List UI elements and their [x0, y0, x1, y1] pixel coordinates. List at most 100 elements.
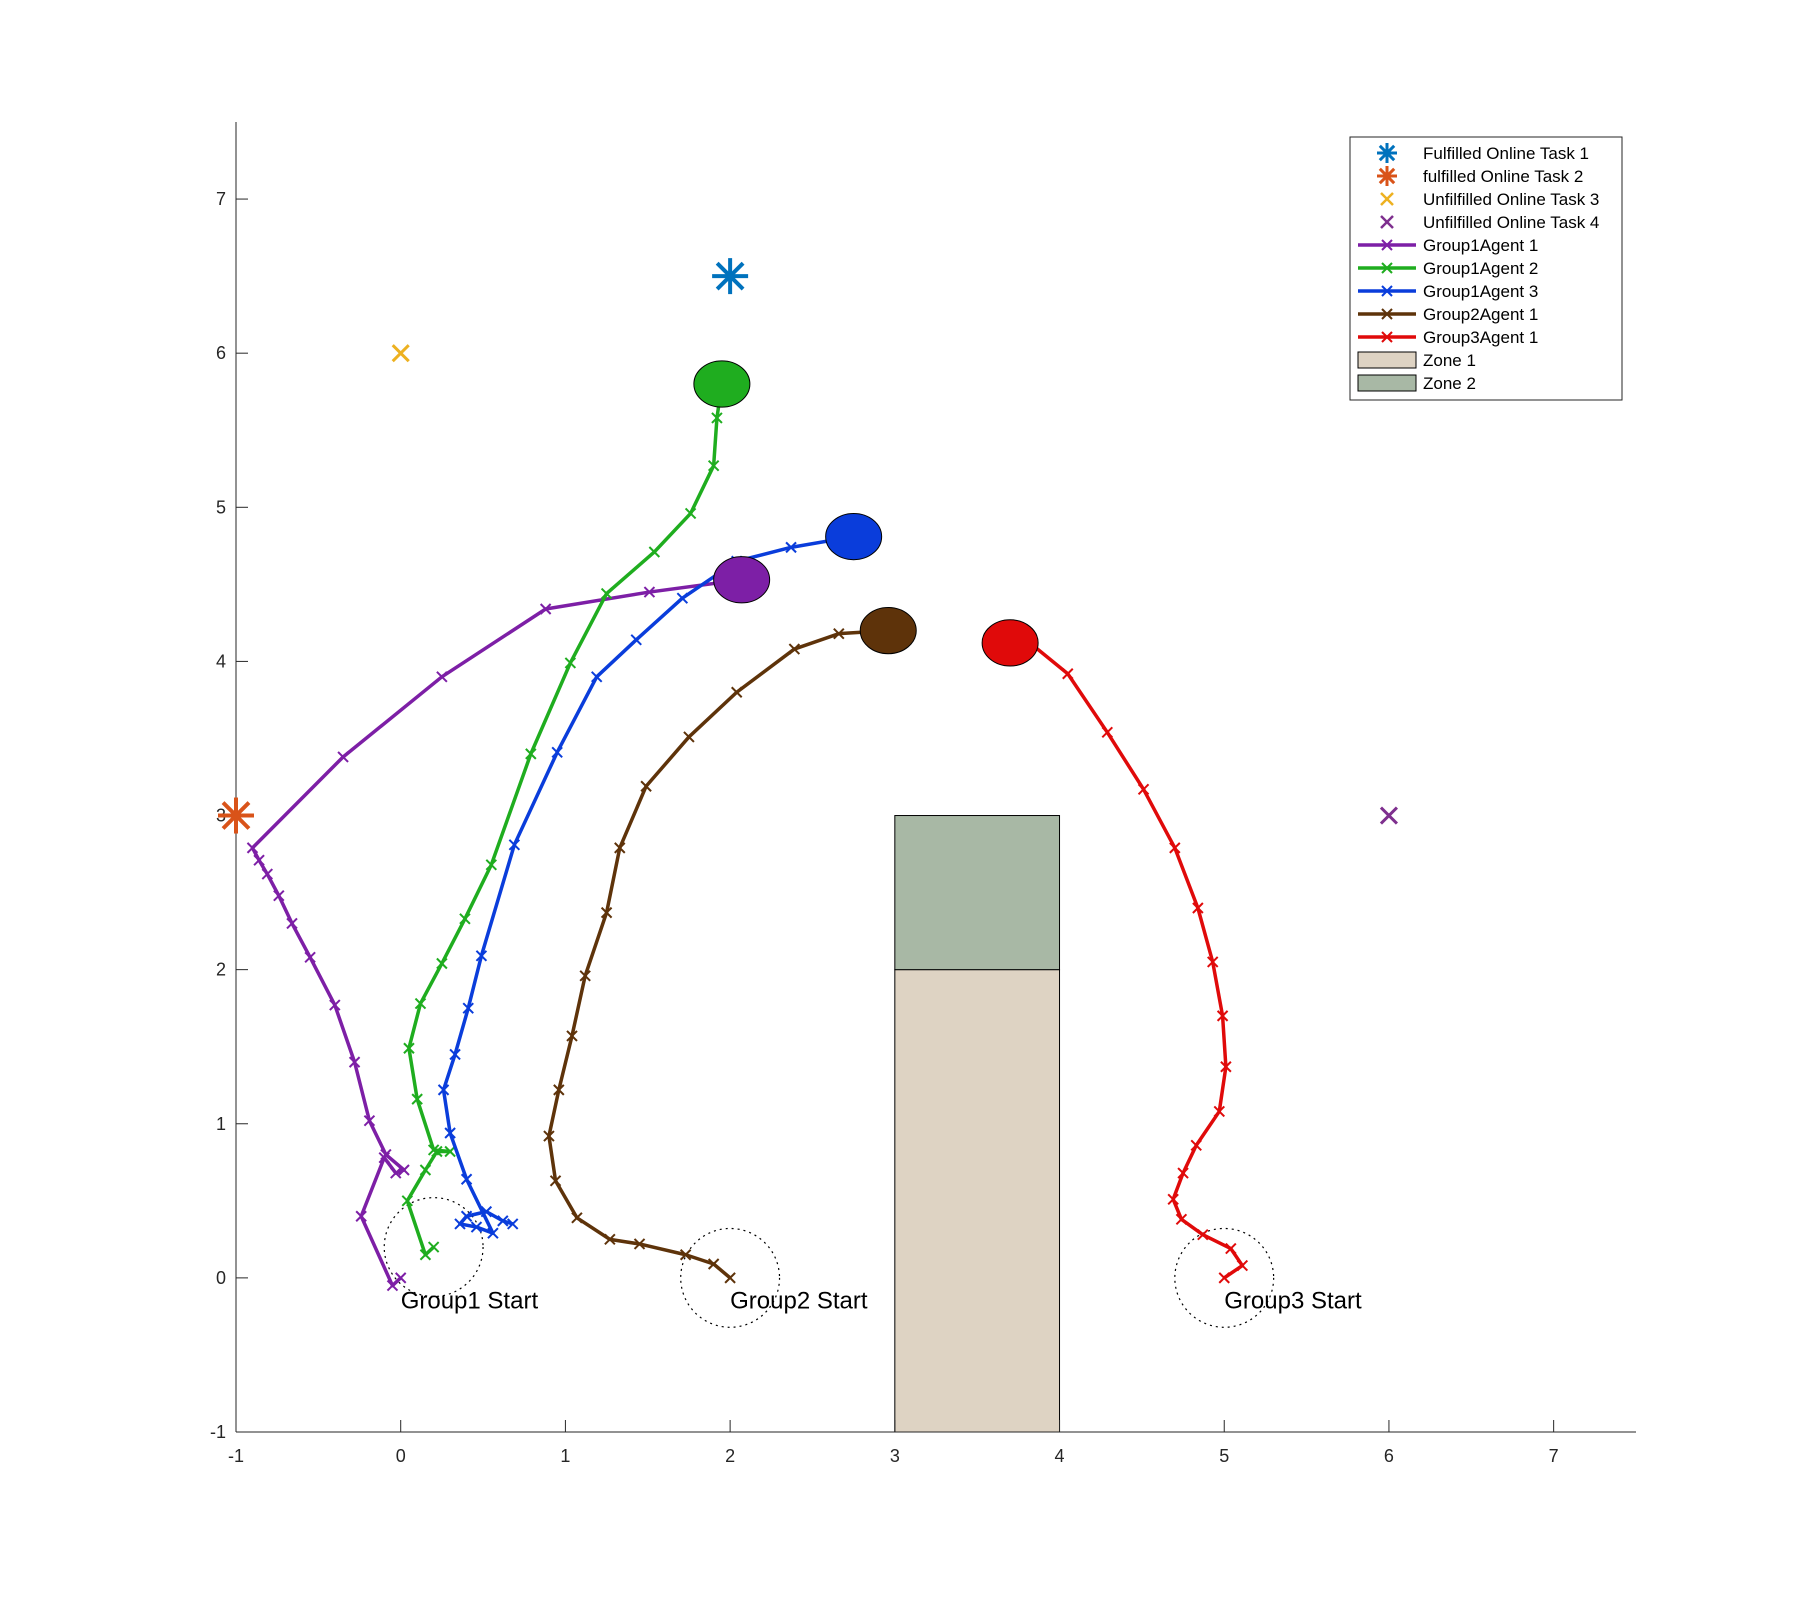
x-tick-label: 3 — [890, 1446, 900, 1466]
series-point — [630, 634, 642, 646]
series-point — [414, 997, 427, 1010]
series-point — [1206, 956, 1219, 968]
series-point — [380, 1148, 392, 1161]
series-point — [436, 957, 448, 970]
series-point — [1137, 783, 1150, 796]
series-point — [724, 1272, 736, 1284]
legend-label: Fulfilled Online Task 1 — [1423, 144, 1589, 163]
series-point — [679, 1249, 692, 1261]
series-point — [390, 1167, 402, 1179]
series-point — [431, 1145, 443, 1158]
series-point — [1167, 1193, 1179, 1205]
series-point — [549, 1175, 562, 1187]
series-point — [444, 1145, 456, 1158]
series-group1agent-2 — [401, 378, 728, 1261]
legend-swatch — [1357, 374, 1417, 392]
legend-swatch — [1380, 215, 1394, 229]
legend-swatch — [1377, 143, 1397, 163]
task-marker-fulfilled-online-task-2 — [218, 797, 254, 834]
legend: Fulfilled Online Task 1 fulfilled Online … — [1349, 136, 1623, 401]
zones-layer — [894, 815, 1061, 1433]
x-tick-label: 7 — [1549, 1446, 1559, 1466]
series-point — [551, 746, 563, 759]
series-point — [475, 950, 488, 962]
series-point — [437, 1084, 450, 1096]
series-group3agent-1 — [1004, 637, 1249, 1284]
legend-swatch — [1357, 351, 1417, 369]
series-point — [460, 1173, 473, 1185]
series-point — [403, 1042, 415, 1054]
series-point — [246, 842, 259, 854]
legend-label: Unfilfilled Online Task 3 — [1423, 190, 1599, 209]
x-tick-label: 2 — [725, 1446, 735, 1466]
legend-entry: Group1Agent 2 — [1358, 259, 1538, 278]
legend-entry: Group3Agent 1 — [1358, 328, 1538, 347]
legend-label: Group1Agent 1 — [1423, 236, 1538, 255]
legend-swatch-marker — [1381, 308, 1393, 320]
series-point — [1062, 668, 1074, 680]
series-point — [833, 627, 845, 640]
series-point — [506, 1218, 519, 1230]
legend-label: Unfilfilled Online Task 4 — [1423, 213, 1599, 232]
series-point — [683, 731, 695, 743]
series-point — [640, 780, 652, 792]
agent-end-marker — [981, 619, 1039, 667]
task-marker-fulfilled-online-task-1 — [712, 258, 749, 295]
x-tick-label: 1 — [560, 1446, 570, 1466]
legend-label: fulfilled Online Task 2 — [1423, 167, 1583, 186]
series-point — [337, 751, 349, 763]
series-point — [707, 1258, 720, 1270]
series-line — [250, 577, 742, 1288]
series-point — [419, 1249, 432, 1261]
y-tick-label: 6 — [216, 343, 226, 363]
series-point — [785, 541, 797, 554]
series-point — [553, 1084, 565, 1096]
series-point — [1197, 1229, 1209, 1241]
series-point — [355, 1210, 367, 1222]
series-point — [411, 1093, 423, 1105]
series-point — [1236, 1259, 1249, 1272]
start-region-label: Group3 Start — [1224, 1288, 1362, 1315]
legend-label: Zone 2 — [1423, 374, 1476, 393]
series-point — [459, 913, 471, 925]
task-marker-unfilfilled-online-task-4 — [1379, 806, 1399, 825]
series-point — [590, 671, 603, 683]
zone-rect-zone-2 — [894, 815, 1061, 971]
legend-label: Group1Agent 3 — [1423, 282, 1538, 301]
series-point — [462, 1002, 474, 1014]
legend-swatch — [1380, 192, 1394, 206]
legend-label: Zone 1 — [1423, 351, 1476, 370]
series-point — [604, 1233, 616, 1246]
legend-entry: Zone 1 — [1357, 351, 1476, 370]
series-line — [405, 383, 724, 1257]
legend-swatch-marker — [1381, 285, 1393, 297]
zone-rect-zone-1 — [894, 969, 1061, 1433]
series-point — [579, 970, 591, 982]
series-point — [1213, 1105, 1226, 1118]
legend-label: Group1Agent 2 — [1423, 259, 1538, 278]
series-point — [508, 839, 521, 851]
legend-entry: Unfilfilled Online Task 4 — [1380, 213, 1599, 232]
series-point — [788, 643, 801, 655]
series-point — [378, 1151, 390, 1164]
legend-entry: Unfilfilled Online Task 3 — [1380, 190, 1599, 209]
x-tick-label: 4 — [1055, 1446, 1065, 1466]
series-line — [441, 534, 854, 1235]
series-point — [398, 1164, 410, 1176]
series-point — [566, 1030, 578, 1042]
series-point — [487, 1227, 499, 1239]
series-point — [348, 1056, 361, 1068]
series-point — [1225, 1242, 1237, 1255]
agent-end-marker — [713, 556, 771, 604]
series-point — [1192, 902, 1204, 914]
series-point — [363, 1114, 376, 1127]
start-region-circle — [1174, 1227, 1275, 1328]
series-point — [684, 507, 697, 520]
series-point — [1190, 1139, 1202, 1152]
start-regions-layer: Group1 Start Group2 Start Group3 Start — [383, 1197, 1362, 1328]
series-point — [485, 859, 498, 871]
series-point — [543, 1130, 555, 1142]
series-point — [600, 906, 613, 919]
series-point — [1101, 726, 1114, 739]
